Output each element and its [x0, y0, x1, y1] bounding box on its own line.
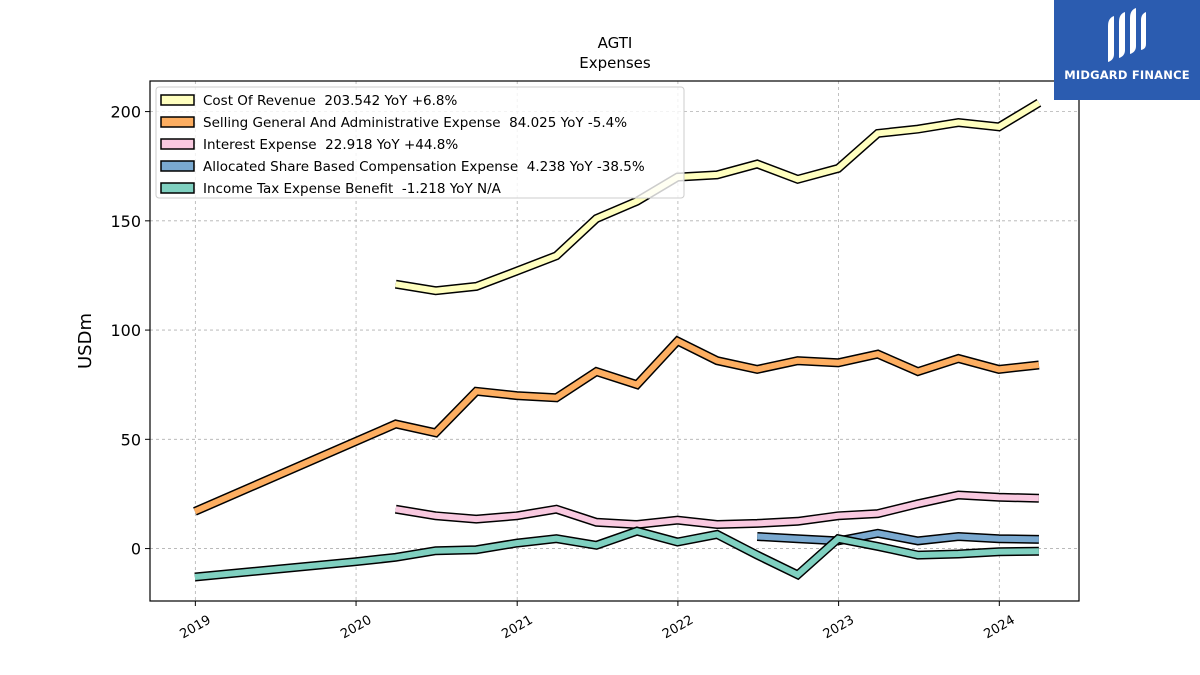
series-line — [757, 530, 1039, 544]
y-tick-label: 0 — [131, 540, 141, 559]
legend-swatch — [160, 116, 195, 128]
legend-swatch — [160, 160, 195, 172]
series-line — [395, 100, 1041, 294]
series-1 — [193, 335, 1040, 516]
series-line — [395, 491, 1039, 528]
legend-swatch — [160, 182, 195, 194]
series-4 — [194, 526, 1039, 582]
brand-name: MIDGARD FINANCE — [1064, 68, 1190, 82]
series-3 — [756, 528, 1039, 546]
y-tick-label: 200 — [110, 103, 141, 122]
y-axis-label: USDm — [75, 313, 96, 369]
legend-label: Selling General And Administrative Expen… — [203, 115, 627, 131]
chart-title: AGTI — [598, 34, 633, 52]
legend-swatch — [160, 138, 195, 150]
midgard-logo-icon — [1108, 8, 1146, 62]
legend-label: Interest Expense 22.918 YoY +44.8% — [203, 137, 458, 153]
x-tick-label: 2021 — [499, 613, 535, 643]
chart-subtitle: Expenses — [579, 54, 651, 72]
x-tick-label: 2019 — [178, 613, 214, 643]
series-lines — [193, 98, 1042, 582]
legend: Cost Of Revenue 203.542 YoY +6.8% Selling… — [155, 86, 685, 199]
x-tick-label: 2020 — [338, 613, 374, 643]
legend-label: Income Tax Expense Benefit -1.218 YoY N/… — [203, 181, 502, 197]
x-tick-label: 2023 — [821, 613, 857, 643]
plot-frame — [149, 80, 1080, 602]
x-tick-label: 2022 — [660, 613, 696, 643]
y-tick-label: 150 — [110, 212, 141, 231]
brand-logo: MIDGARD FINANCE — [1054, 0, 1200, 100]
legend-box — [155, 86, 685, 199]
legend-label: Allocated Share Based Compensation Expen… — [203, 159, 645, 175]
x-tick-label: 2024 — [981, 613, 1017, 643]
series-line — [193, 337, 1040, 515]
legend-label: Cost Of Revenue 203.542 YoY +6.8% — [203, 93, 457, 109]
legend-swatch — [160, 94, 195, 106]
y-tick-label: 50 — [121, 430, 141, 449]
series-0 — [394, 98, 1042, 296]
series-2 — [394, 490, 1040, 530]
series-line — [194, 527, 1039, 580]
y-tick-label: 100 — [110, 321, 141, 340]
